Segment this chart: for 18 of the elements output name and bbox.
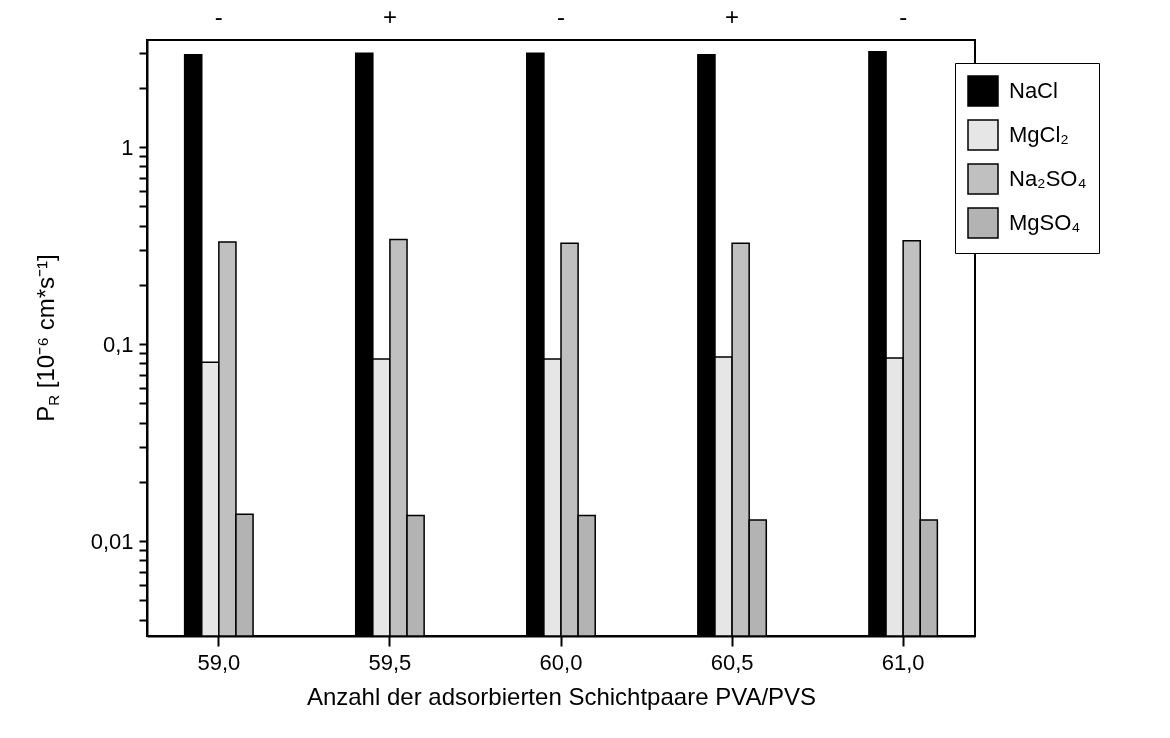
text: +: [382, 3, 397, 30]
y-tick-label: 0,1: [102, 331, 134, 357]
x-tick-label: 61,0: [881, 649, 925, 675]
y-tick-label: 1: [121, 134, 134, 160]
legend-label: Na₂SO₄: [1009, 166, 1087, 191]
legend-label: MgSO₄: [1009, 210, 1081, 235]
text: +: [725, 3, 740, 30]
text: -: [899, 3, 908, 30]
text: -: [557, 3, 565, 30]
x-tick-label: 59,0: [197, 649, 241, 675]
legend-label: NaCl: [1009, 78, 1058, 103]
x-axis-title: Anzahl der adsorbierten Schichtpaare PVA/PVS: [306, 682, 817, 710]
text: -: [214, 3, 223, 30]
x-tick-label: 60,5: [710, 649, 754, 675]
y-tick-label: 0,01: [90, 528, 134, 554]
x-tick-label: 59,5: [368, 649, 412, 675]
x-tick-label: 60,0: [539, 649, 583, 675]
legend-label: MgCl₂: [1009, 122, 1069, 147]
